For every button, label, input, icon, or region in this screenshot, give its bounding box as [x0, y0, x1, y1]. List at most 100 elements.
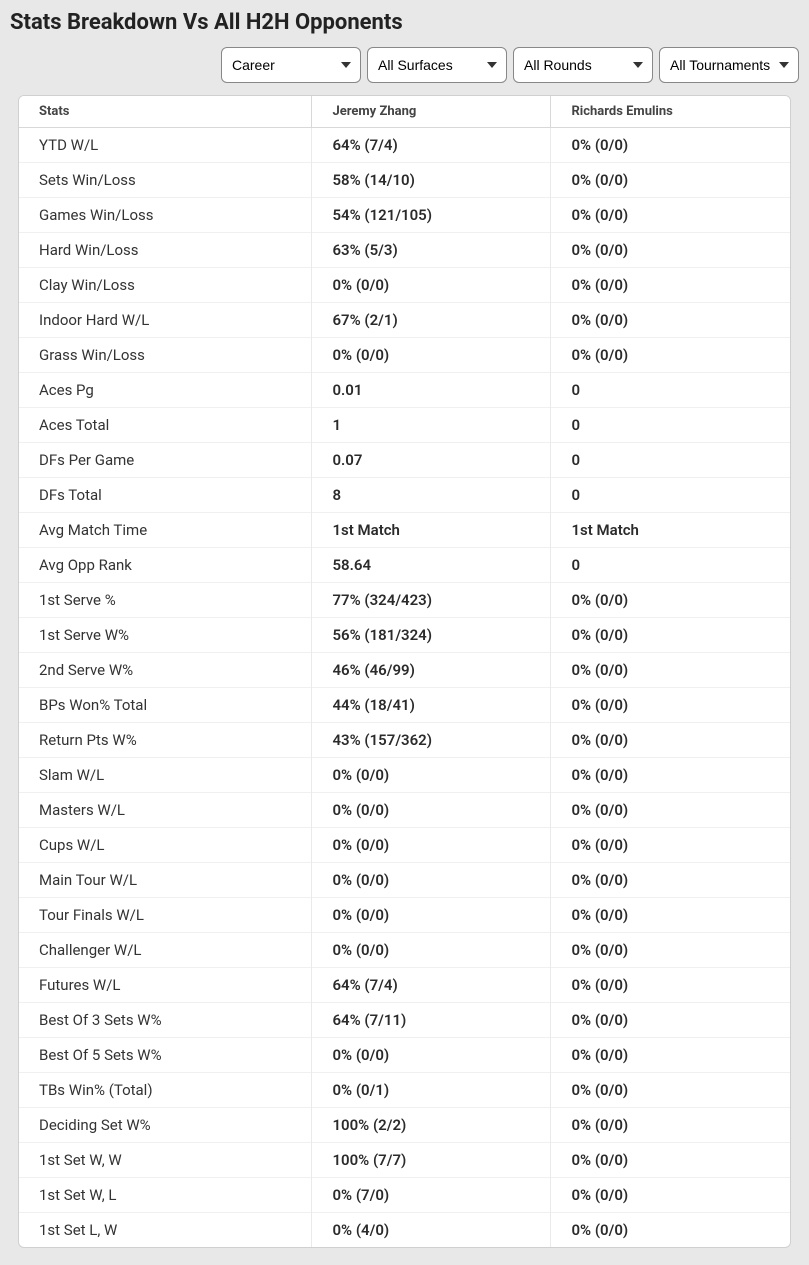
player2-value-cell: 0% (0/0) [551, 128, 790, 163]
player2-value-cell: 0% (0/0) [551, 793, 790, 828]
player2-value-cell: 0 [551, 408, 790, 443]
table-row: Aces Pg0.010 [19, 373, 790, 408]
stat-name-cell: Avg Opp Rank [19, 548, 312, 583]
player1-value-cell: 0% (0/0) [312, 758, 551, 793]
stat-name-cell: YTD W/L [19, 128, 312, 163]
table-row: Main Tour W/L0% (0/0)0% (0/0) [19, 863, 790, 898]
player1-value-cell: 43% (157/362) [312, 723, 551, 758]
table-row: DFs Total80 [19, 478, 790, 513]
player1-value-cell: 1 [312, 408, 551, 443]
table-row: 1st Set L, W0% (4/0)0% (0/0) [19, 1213, 790, 1248]
stat-name-cell: Return Pts W% [19, 723, 312, 758]
stat-name-cell: 1st Serve W% [19, 618, 312, 653]
player2-value-cell: 0 [551, 443, 790, 478]
player2-value-cell: 0 [551, 373, 790, 408]
table-row: Avg Opp Rank58.640 [19, 548, 790, 583]
stat-name-cell: Slam W/L [19, 758, 312, 793]
table-row: Indoor Hard W/L67% (2/1)0% (0/0) [19, 303, 790, 338]
player2-value-cell: 0% (0/0) [551, 1003, 790, 1038]
player1-value-cell: 58% (14/10) [312, 163, 551, 198]
stats-table-container: Stats Jeremy Zhang Richards Emulins YTD … [18, 95, 791, 1248]
filter-round[interactable]: All Rounds [513, 47, 653, 83]
stat-name-cell: Best Of 5 Sets W% [19, 1038, 312, 1073]
player1-value-cell: 0% (0/0) [312, 1038, 551, 1073]
player2-value-cell: 0% (0/0) [551, 583, 790, 618]
player1-value-cell: 54% (121/105) [312, 198, 551, 233]
player2-value-cell: 0% (0/0) [551, 1073, 790, 1108]
player1-value-cell: 0.01 [312, 373, 551, 408]
filter-period[interactable]: Career [221, 47, 361, 83]
stats-table: Stats Jeremy Zhang Richards Emulins YTD … [19, 96, 790, 1247]
table-row: Masters W/L0% (0/0)0% (0/0) [19, 793, 790, 828]
player1-value-cell: 0% (0/0) [312, 863, 551, 898]
player2-value-cell: 0% (0/0) [551, 1108, 790, 1143]
player2-value-cell: 1st Match [551, 513, 790, 548]
player1-value-cell: 0% (0/0) [312, 828, 551, 863]
player1-value-cell: 64% (7/4) [312, 128, 551, 163]
table-row: Aces Total10 [19, 408, 790, 443]
table-row: Clay Win/Loss0% (0/0)0% (0/0) [19, 268, 790, 303]
stat-name-cell: DFs Per Game [19, 443, 312, 478]
stat-name-cell: 1st Set W, L [19, 1178, 312, 1213]
stat-name-cell: 2nd Serve W% [19, 653, 312, 688]
table-row: Challenger W/L0% (0/0)0% (0/0) [19, 933, 790, 968]
player2-value-cell: 0% (0/0) [551, 1038, 790, 1073]
player2-value-cell: 0% (0/0) [551, 163, 790, 198]
table-row: DFs Per Game0.070 [19, 443, 790, 478]
stat-name-cell: DFs Total [19, 478, 312, 513]
player1-value-cell: 67% (2/1) [312, 303, 551, 338]
stat-name-cell: Deciding Set W% [19, 1108, 312, 1143]
player1-value-cell: 56% (181/324) [312, 618, 551, 653]
player1-value-cell: 8 [312, 478, 551, 513]
col-header-player2: Richards Emulins [551, 96, 790, 128]
stat-name-cell: 1st Set W, W [19, 1143, 312, 1178]
player1-value-cell: 0.07 [312, 443, 551, 478]
table-row: Cups W/L0% (0/0)0% (0/0) [19, 828, 790, 863]
player2-value-cell: 0% (0/0) [551, 233, 790, 268]
stat-name-cell: Aces Total [19, 408, 312, 443]
player1-value-cell: 77% (324/423) [312, 583, 551, 618]
filter-tournament[interactable]: All Tournaments [659, 47, 799, 83]
table-row: Avg Match Time1st Match1st Match [19, 513, 790, 548]
table-row: 1st Set W, L0% (7/0)0% (0/0) [19, 1178, 790, 1213]
player2-value-cell: 0% (0/0) [551, 688, 790, 723]
stats-table-header-row: Stats Jeremy Zhang Richards Emulins [19, 96, 790, 128]
stat-name-cell: 1st Serve % [19, 583, 312, 618]
player2-value-cell: 0% (0/0) [551, 758, 790, 793]
table-row: Hard Win/Loss63% (5/3)0% (0/0) [19, 233, 790, 268]
table-row: Grass Win/Loss0% (0/0)0% (0/0) [19, 338, 790, 373]
stat-name-cell: Futures W/L [19, 968, 312, 1003]
col-header-stat: Stats [19, 96, 312, 128]
table-row: TBs Win% (Total)0% (0/1)0% (0/0) [19, 1073, 790, 1108]
player1-value-cell: 100% (7/7) [312, 1143, 551, 1178]
stat-name-cell: Best Of 3 Sets W% [19, 1003, 312, 1038]
table-row: BPs Won% Total44% (18/41)0% (0/0) [19, 688, 790, 723]
player1-value-cell: 63% (5/3) [312, 233, 551, 268]
player1-value-cell: 64% (7/11) [312, 1003, 551, 1038]
stat-name-cell: Main Tour W/L [19, 863, 312, 898]
player2-value-cell: 0% (0/0) [551, 968, 790, 1003]
player2-value-cell: 0% (0/0) [551, 198, 790, 233]
player2-value-cell: 0% (0/0) [551, 1143, 790, 1178]
page-title: Stats Breakdown Vs All H2H Opponents [0, 0, 809, 35]
player1-value-cell: 44% (18/41) [312, 688, 551, 723]
filter-surface[interactable]: All Surfaces [367, 47, 507, 83]
player1-value-cell: 100% (2/2) [312, 1108, 551, 1143]
player1-value-cell: 0% (7/0) [312, 1178, 551, 1213]
player2-value-cell: 0% (0/0) [551, 268, 790, 303]
table-row: 1st Set W, W100% (7/7)0% (0/0) [19, 1143, 790, 1178]
player2-value-cell: 0% (0/0) [551, 828, 790, 863]
stat-name-cell: Games Win/Loss [19, 198, 312, 233]
stat-name-cell: Grass Win/Loss [19, 338, 312, 373]
table-row: YTD W/L64% (7/4)0% (0/0) [19, 128, 790, 163]
stat-name-cell: 1st Set L, W [19, 1213, 312, 1248]
table-row: 2nd Serve W%46% (46/99)0% (0/0) [19, 653, 790, 688]
table-row: Best Of 3 Sets W%64% (7/11)0% (0/0) [19, 1003, 790, 1038]
player2-value-cell: 0% (0/0) [551, 933, 790, 968]
player1-value-cell: 58.64 [312, 548, 551, 583]
player2-value-cell: 0 [551, 478, 790, 513]
stat-name-cell: Hard Win/Loss [19, 233, 312, 268]
player1-value-cell: 0% (0/0) [312, 268, 551, 303]
table-row: 1st Serve W%56% (181/324)0% (0/0) [19, 618, 790, 653]
player1-value-cell: 0% (4/0) [312, 1213, 551, 1248]
